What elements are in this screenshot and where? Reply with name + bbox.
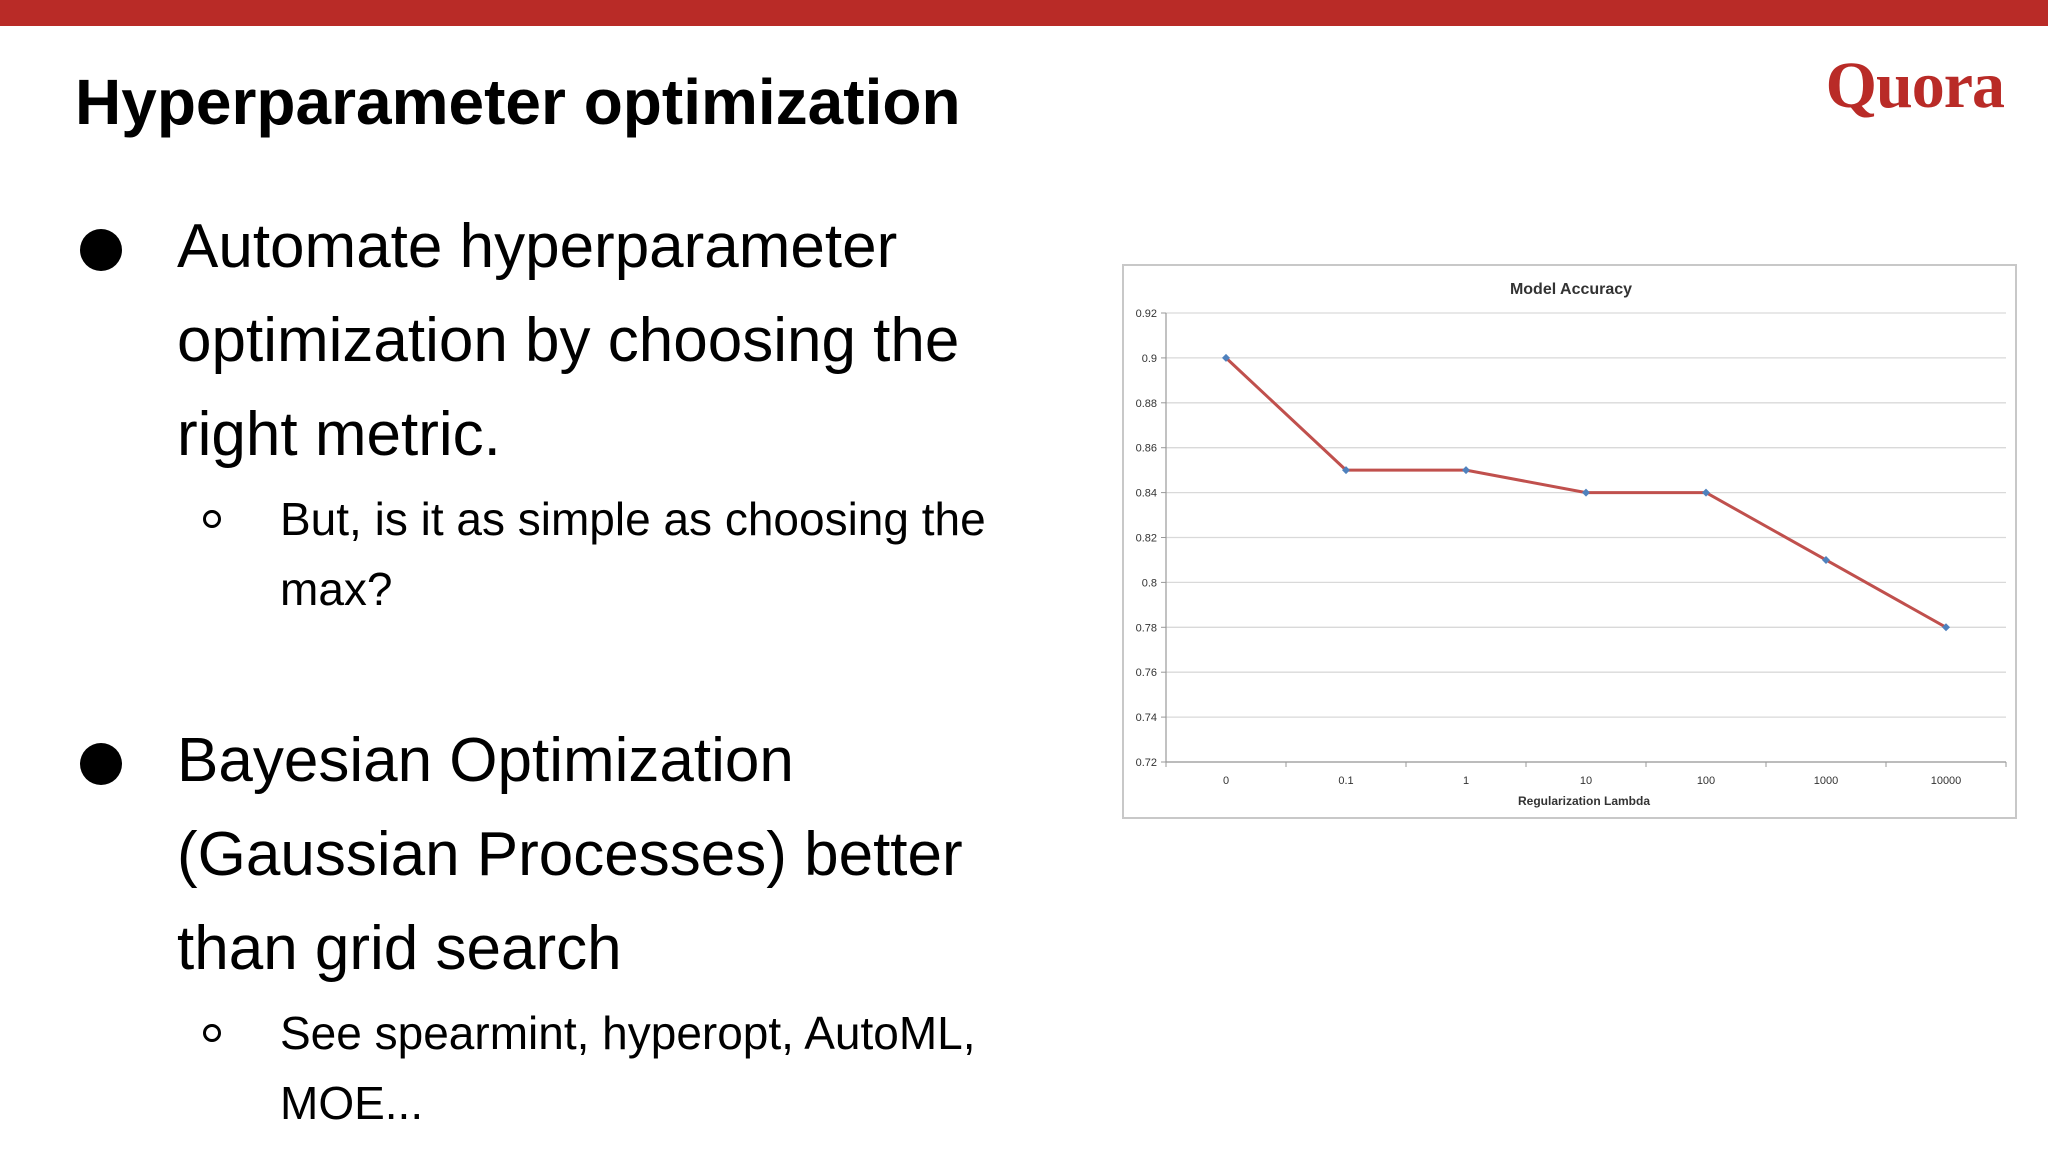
sub-bullet-line: max? — [280, 563, 393, 615]
top-accent-bar — [0, 0, 2048, 26]
data-point — [1942, 623, 1950, 632]
bullet-dot-icon — [80, 743, 122, 785]
hollow-circle-icon — [203, 1024, 221, 1042]
chart-title: Model Accuracy — [1510, 281, 1632, 298]
x-axis-label: Regularization Lambda — [1518, 794, 1650, 808]
y-tick-label: 0.8 — [1142, 577, 1157, 589]
slide-title: Hyperparameter optimization — [75, 66, 961, 138]
bullet-dot-icon — [80, 229, 122, 271]
chart-frame: Model Accuracy 0.72 0.74 0.76 0.78 0.8 0.82 0.… — [1122, 264, 2017, 819]
y-tick-label: 0.72 — [1136, 757, 1157, 769]
sub-bullet-line: But, is it as simple as choosing the — [280, 493, 986, 545]
sub-bullet-text: See spearmint, hyperopt, AutoML, MOE... — [280, 998, 1070, 1138]
data-point — [1822, 555, 1830, 564]
x-tick-label: 1000 — [1814, 775, 1838, 787]
sub-bullet-line: See spearmint, hyperopt, AutoML, — [280, 1007, 976, 1059]
bullet-line: Bayesian Optimization — [177, 726, 794, 795]
axes — [1161, 312, 2007, 767]
x-tick-label: 10 — [1580, 775, 1592, 787]
sub-bullet-text: But, is it as simple as choosing the max… — [280, 484, 1070, 624]
bullet-text: Automate hyperparameter optimization by … — [177, 200, 1057, 482]
data-point — [1222, 353, 1230, 362]
x-tick-labels: 0 0.1 1 10 100 1000 10000 — [1223, 775, 1961, 787]
y-tick-label: 0.92 — [1136, 308, 1157, 320]
x-tick-label: 0 — [1223, 775, 1229, 787]
bullet-text: Bayesian Optimization (Gaussian Processe… — [177, 714, 1057, 996]
x-tick-label: 1 — [1463, 775, 1469, 787]
data-point — [1702, 488, 1710, 497]
gridlines — [1166, 312, 2006, 763]
series-accuracy — [1222, 353, 1950, 632]
y-tick-label: 0.78 — [1136, 622, 1157, 634]
y-tick-label: 0.76 — [1136, 667, 1157, 679]
data-point — [1582, 488, 1590, 497]
y-tick-label: 0.82 — [1136, 533, 1157, 545]
y-tick-label: 0.88 — [1136, 398, 1157, 410]
y-tick-label: 0.84 — [1136, 488, 1157, 500]
model-accuracy-chart: Model Accuracy 0.720.740.760.780.80.820.… — [1136, 281, 2007, 808]
y-tick-label: 0.86 — [1136, 443, 1157, 455]
data-point — [1342, 466, 1350, 475]
x-tick-label: 10000 — [1931, 775, 1962, 787]
sub-bullet-line: MOE... — [280, 1077, 424, 1129]
bullet-line: optimization by choosing the — [177, 306, 960, 375]
data-point — [1462, 466, 1470, 475]
bullet-line: right metric. — [177, 400, 501, 469]
bullet-line: Automate hyperparameter — [177, 212, 898, 281]
x-tick-label: 100 — [1697, 775, 1715, 787]
hollow-circle-icon — [203, 510, 221, 528]
y-tick-labels: 0.72 0.74 0.76 0.78 0.8 0.82 0.84 0.86 0.88 0.9 0.… — [1136, 308, 1157, 769]
bullet-line: (Gaussian Processes) better — [177, 820, 963, 889]
quora-logo: Quora — [1825, 49, 2005, 122]
bullet-line: than grid search — [177, 914, 622, 983]
x-tick-label: 0.1 — [1338, 775, 1353, 787]
bullet-list: Automate hyperparameter optimization by … — [80, 200, 1070, 1138]
y-tick-label: 0.74 — [1136, 712, 1157, 724]
y-tick-label: 0.9 — [1142, 353, 1157, 365]
